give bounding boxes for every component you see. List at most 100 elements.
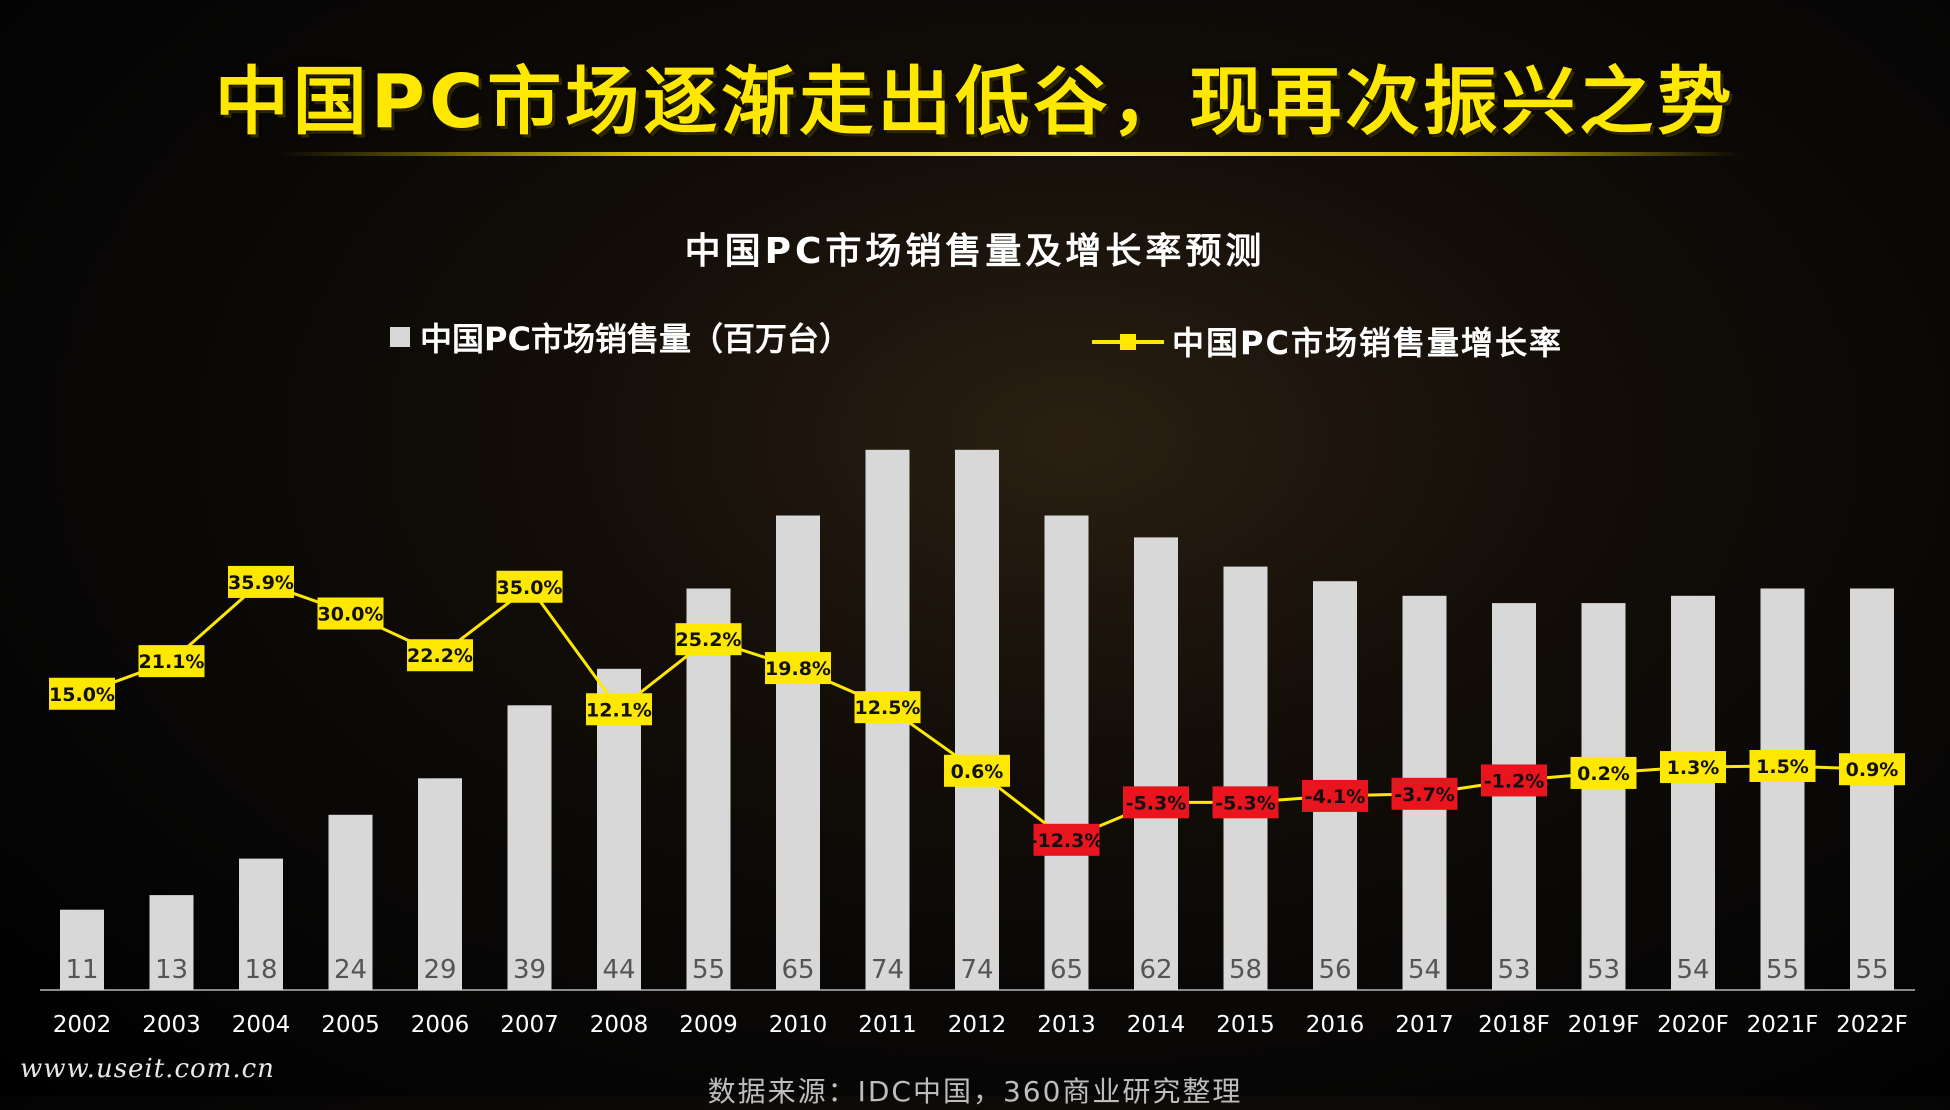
bar-2019F xyxy=(1581,603,1626,990)
rate-label-box xyxy=(407,639,473,672)
legend-bar-label: 中国PC市场销售量（百万台） xyxy=(420,320,851,358)
bar-2003 xyxy=(149,895,194,990)
bar-value-label: 54 xyxy=(1676,955,1709,985)
legend-line-marker-icon xyxy=(1092,329,1164,353)
x-tick-label: 2020F xyxy=(1657,1012,1729,1038)
bar-2018F xyxy=(1492,603,1536,990)
rate-label-box xyxy=(1391,777,1458,810)
rate-label-box xyxy=(496,570,563,603)
rate-label-box xyxy=(228,565,294,598)
rate-label: 35.0% xyxy=(497,577,563,599)
rate-label: 21.1% xyxy=(139,651,205,673)
bar-value-label: 53 xyxy=(1587,955,1620,985)
rate-label: 12.5% xyxy=(855,697,921,719)
rate-label-box xyxy=(1033,823,1100,856)
rate-label: -5.3% xyxy=(1215,792,1276,814)
bar-2020F xyxy=(1671,595,1715,990)
bar-value-label: 54 xyxy=(1408,955,1441,985)
bar-value-label: 39 xyxy=(513,955,546,985)
bar-value-label: 56 xyxy=(1318,955,1351,985)
bar-2014 xyxy=(1134,537,1178,990)
rate-label: 1.3% xyxy=(1667,757,1720,779)
bar-value-label: 24 xyxy=(334,955,367,985)
bar-2013 xyxy=(1044,515,1089,990)
legend-line-label: 中国PC市场销售量增长率 xyxy=(1172,324,1563,362)
bar-value-label: 18 xyxy=(244,955,277,985)
x-tick-label: 2002 xyxy=(53,1012,112,1038)
x-tick-label: 2017 xyxy=(1395,1012,1454,1038)
bar-value-label: 62 xyxy=(1139,955,1172,985)
rate-label-box xyxy=(1481,764,1547,797)
chart-title: 中国PC市场销售量及增长率预测 xyxy=(684,231,1266,272)
bar-value-label: 44 xyxy=(602,955,635,985)
x-tick-label: 2018F xyxy=(1478,1012,1550,1038)
bar-value-label: 29 xyxy=(423,955,456,985)
rate-label-box xyxy=(1570,756,1637,789)
rate-label: 22.2% xyxy=(407,645,473,667)
rate-label-box xyxy=(1212,786,1279,819)
x-tick-label: 2003 xyxy=(142,1012,201,1038)
rate-label-box xyxy=(1123,786,1189,819)
x-tick-label: 2022F xyxy=(1836,1012,1908,1038)
rate-label: -5.3% xyxy=(1126,792,1187,814)
rate-label: 35.9% xyxy=(228,572,294,594)
bar-value-label: 11 xyxy=(65,955,98,985)
rate-label-box xyxy=(944,754,1010,787)
x-tick-label: 2005 xyxy=(321,1012,380,1038)
bar-2002 xyxy=(60,909,104,990)
rate-label-box xyxy=(854,691,921,724)
bar-2012 xyxy=(955,449,999,990)
x-tick-label: 2019F xyxy=(1568,1012,1640,1038)
rate-label: 25.2% xyxy=(676,629,742,651)
title-underline xyxy=(280,152,1740,156)
x-tick-label: 2007 xyxy=(500,1012,559,1038)
x-tick-label: 2015 xyxy=(1216,1012,1275,1038)
legend-bar-series: 中国PC市场销售量（百万台） xyxy=(390,314,851,360)
bar-2022F xyxy=(1850,588,1894,990)
rate-label: 19.8% xyxy=(765,658,831,680)
rate-label-box xyxy=(317,597,384,630)
rate-label-box xyxy=(1302,779,1368,812)
legend-bar-swatch xyxy=(390,327,410,347)
rate-label-box xyxy=(49,677,115,710)
rate-label-box xyxy=(1839,753,1905,786)
rate-label: -4.1% xyxy=(1305,786,1366,808)
rate-label: -3.7% xyxy=(1394,784,1455,806)
bar-value-label: 13 xyxy=(155,955,188,985)
x-tick-label: 2011 xyxy=(858,1012,917,1038)
bar-value-label: 74 xyxy=(960,955,993,985)
rate-label: 15.0% xyxy=(49,684,115,706)
bar-value-label: 65 xyxy=(1050,955,1083,985)
x-tick-label: 2016 xyxy=(1306,1012,1365,1038)
rate-label-box xyxy=(586,693,652,726)
x-tick-label: 2010 xyxy=(769,1012,828,1038)
bar-value-label: 58 xyxy=(1229,955,1262,985)
bar-2009 xyxy=(686,588,731,990)
rate-label-box xyxy=(675,623,742,656)
x-tick-label: 2004 xyxy=(232,1012,291,1038)
bar-2010 xyxy=(776,515,820,990)
bar-value-label: 55 xyxy=(1766,955,1799,985)
x-tick-label: 2009 xyxy=(679,1012,738,1038)
x-tick-label: 2021F xyxy=(1747,1012,1819,1038)
x-tick-label: 2006 xyxy=(411,1012,470,1038)
bar-2007 xyxy=(507,705,552,990)
rate-label: 12.1% xyxy=(586,699,652,721)
rate-label-box xyxy=(1660,751,1726,784)
x-tick-label: 2008 xyxy=(590,1012,649,1038)
bar-2006 xyxy=(418,778,462,990)
rate-label: -1.2% xyxy=(1484,770,1545,792)
x-tick-label: 2014 xyxy=(1127,1012,1186,1038)
page-title: 中国PC市场逐渐走出低谷，现再次振兴之势 xyxy=(214,59,1736,145)
x-tick-label: 2013 xyxy=(1037,1012,1096,1038)
rate-label: 0.2% xyxy=(1577,763,1630,785)
rate-label: 30.0% xyxy=(318,604,384,626)
rate-label: 0.6% xyxy=(951,761,1004,783)
legend-line-series: 中国PC市场销售量增长率 xyxy=(1092,318,1563,364)
bar-value-label: 55 xyxy=(1855,955,1888,985)
rate-label: 0.9% xyxy=(1846,759,1899,781)
rate-label-box xyxy=(138,645,205,678)
source-note: 数据来源：IDC中国，360商业研究整理 xyxy=(707,1075,1243,1108)
bar-2015 xyxy=(1223,566,1268,990)
